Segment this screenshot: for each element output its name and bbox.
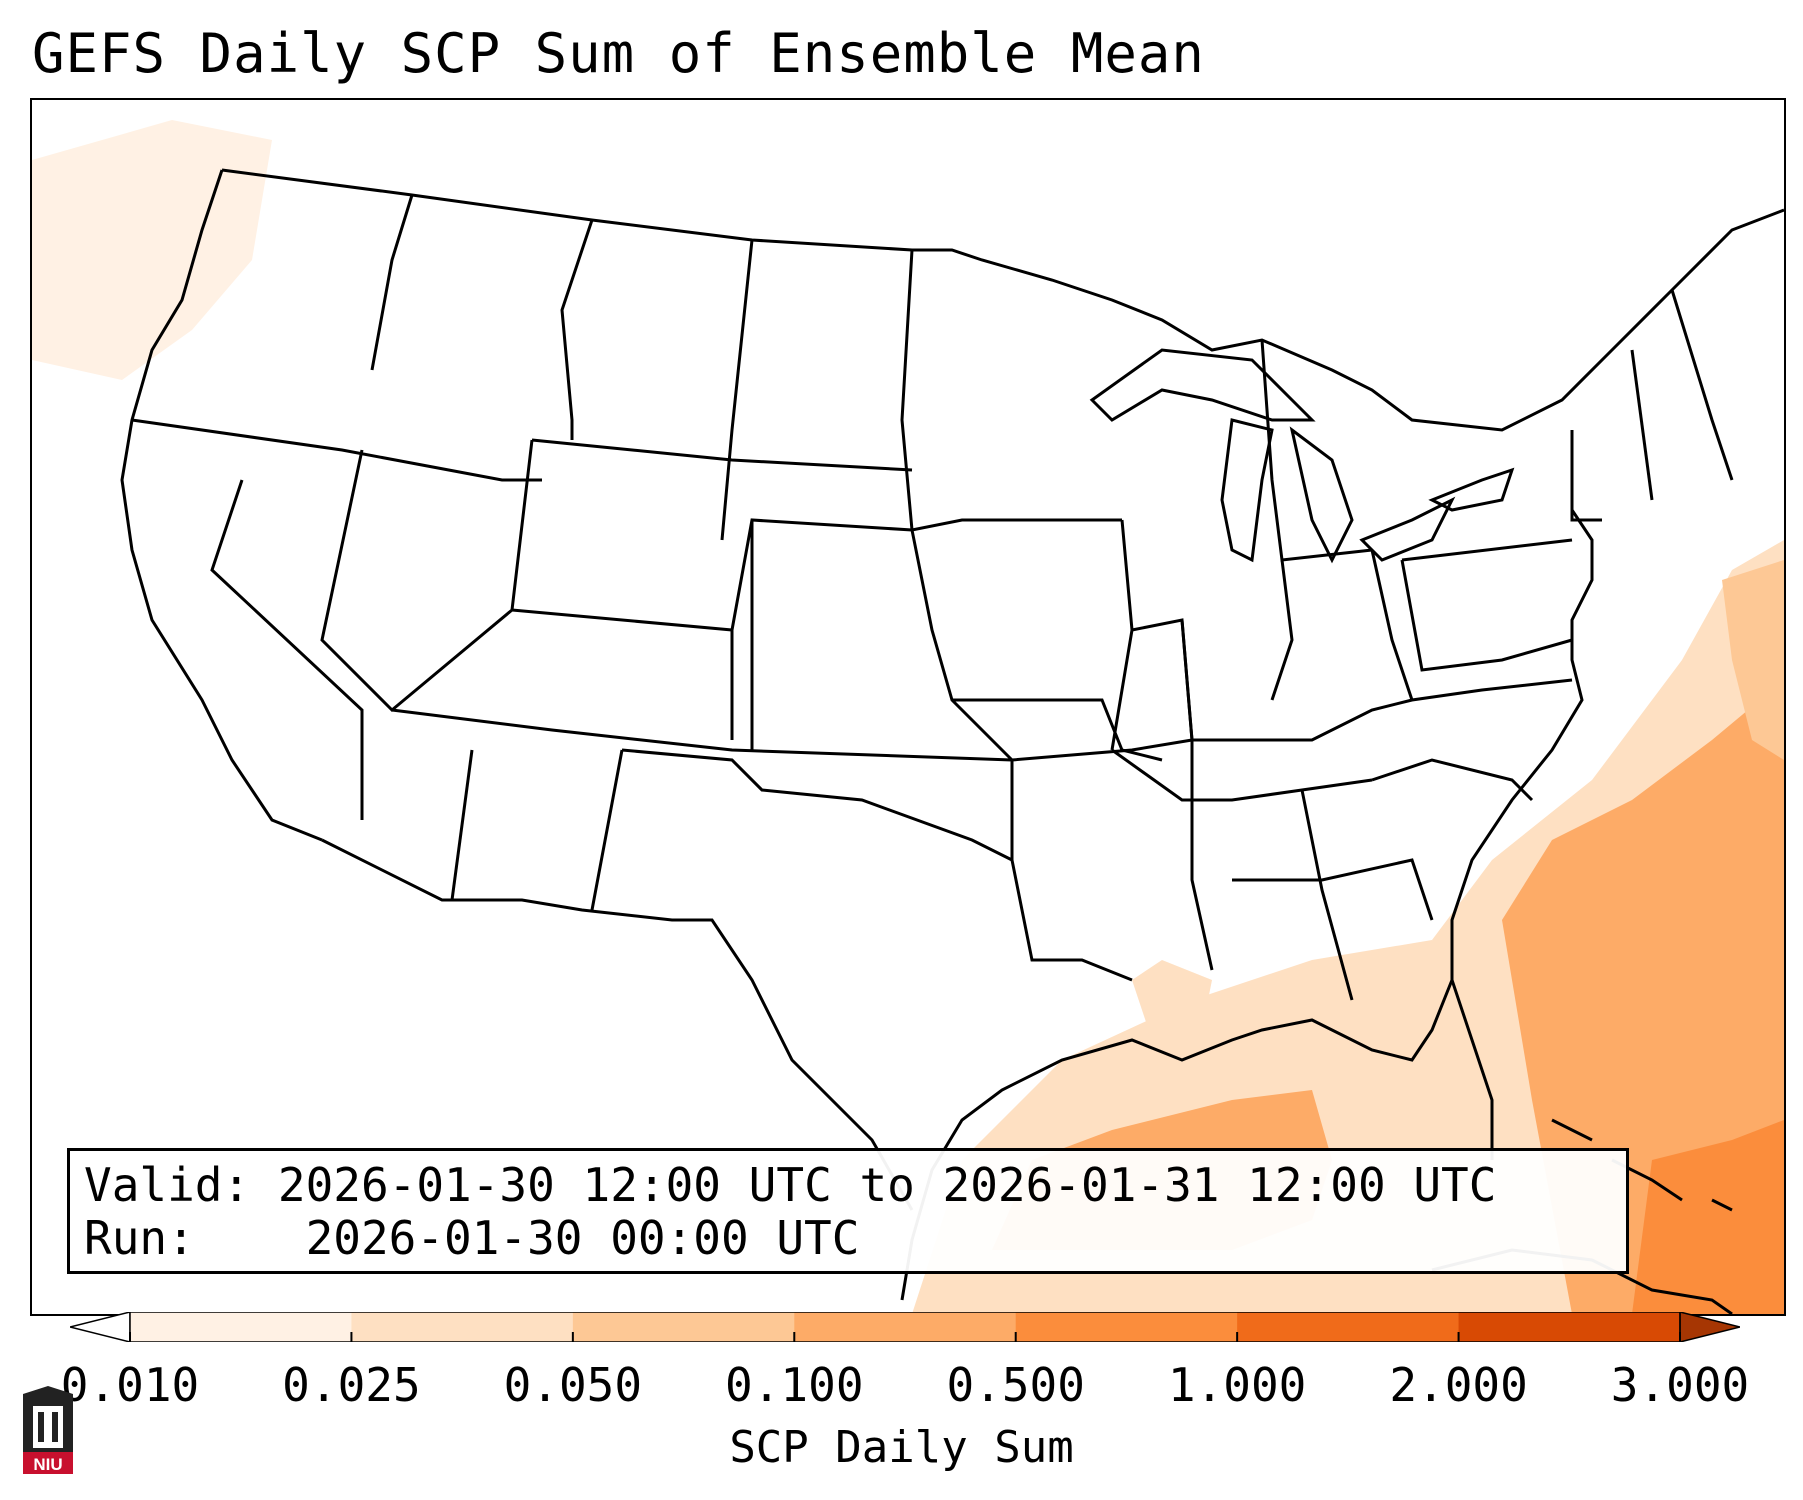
colorbar-tick-label: 0.010: [60, 1358, 200, 1412]
colorbar-tick-label: 2.000: [1389, 1358, 1528, 1412]
louisiana-shading: [1132, 960, 1212, 1040]
map-panel: [30, 98, 1786, 1316]
colorbar-segment: [1015, 1312, 1238, 1342]
colorbar-min-arrow: [70, 1312, 131, 1342]
valid-label: Valid:: [84, 1158, 251, 1212]
map-title: GEFS Daily SCP Sum of Ensemble Mean: [32, 22, 1205, 85]
niu-logo: NIU: [18, 1384, 78, 1484]
colorbar-tick-label: 0.050: [503, 1358, 643, 1412]
colorbar-tick-label: 1.000: [1167, 1358, 1307, 1412]
colorbar-tick-label: 0.025: [282, 1358, 421, 1412]
colorbar-segment: [1237, 1312, 1460, 1342]
colorbar-segment: [351, 1312, 574, 1342]
run-line: Run: 2026-01-30 00:00 UTC: [84, 1212, 1612, 1265]
run-value: 2026-01-30 00:00 UTC: [305, 1211, 860, 1265]
colorbar-label: SCP Daily Sum: [729, 1422, 1074, 1473]
midatlantic-shading: [1722, 560, 1784, 760]
colorbar-segment: [572, 1312, 795, 1342]
colorbar-tick-label: 0.100: [725, 1358, 864, 1412]
state-borders: [120, 168, 1784, 1301]
great-lakes: [1089, 348, 1515, 564]
colorbar-segment: [1458, 1312, 1681, 1342]
colorbar-segment: [130, 1312, 352, 1342]
validity-info-box: Valid: 2026-01-30 12:00 UTC to 2026-01-3…: [67, 1148, 1629, 1274]
colorbar: [70, 1312, 1740, 1342]
valid-value: 2026-01-30 12:00 UTC to 2026-01-31 12:00…: [277, 1158, 1497, 1212]
run-label: Run:: [84, 1211, 195, 1265]
colorbar-outline: [129, 1312, 1681, 1342]
colorbar-tick-label: 3.000: [1610, 1358, 1750, 1412]
niu-logo-graphic: NIU: [23, 1386, 73, 1474]
pacific-nw-shading: [32, 120, 272, 380]
colorbar-tick-label: 0.500: [946, 1358, 1085, 1412]
valid-line: Valid: 2026-01-30 12:00 UTC to 2026-01-3…: [84, 1159, 1612, 1212]
colorbar-segment: [794, 1312, 1017, 1342]
map-svg: [32, 120, 1784, 1314]
niu-logo-text: NIU: [33, 1455, 62, 1474]
colorbar-max-arrow: [1679, 1312, 1740, 1342]
caribbean-dark-shading: [1632, 1120, 1784, 1314]
